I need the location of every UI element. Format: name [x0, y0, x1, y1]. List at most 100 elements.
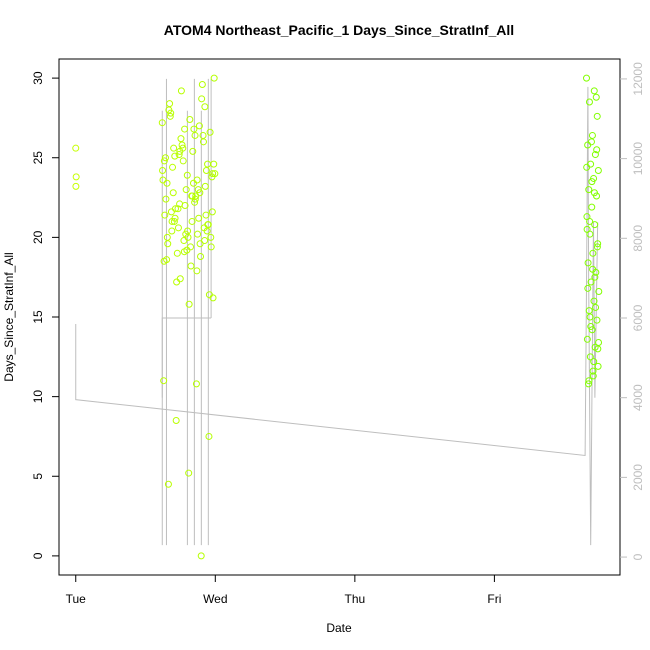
data-point	[595, 288, 603, 296]
data-point	[585, 186, 593, 194]
data-point	[192, 380, 200, 388]
line-block	[161, 317, 212, 398]
data-point	[210, 160, 218, 168]
data-point	[583, 74, 591, 82]
data-point	[588, 326, 596, 334]
data-point	[197, 252, 205, 260]
data-point	[594, 166, 602, 174]
data-point	[195, 214, 203, 222]
data-point	[171, 152, 179, 160]
data-point	[209, 170, 217, 178]
data-point	[181, 202, 189, 210]
data-point	[591, 151, 599, 159]
data-point	[160, 157, 168, 165]
data-point	[202, 211, 210, 219]
x-tick-label-1: Wed	[203, 592, 227, 606]
data-point	[167, 208, 175, 216]
y-left-tick-label-1: 5	[31, 473, 45, 480]
data-point	[587, 138, 595, 146]
data-point	[186, 116, 194, 124]
data-point	[161, 154, 169, 162]
data-point	[590, 189, 598, 197]
data-point	[183, 171, 191, 179]
data-point	[201, 182, 209, 190]
data-point	[180, 237, 188, 245]
y-left-tick-label-4: 20	[31, 230, 45, 244]
data-point	[588, 203, 596, 211]
data-point	[589, 265, 597, 273]
data-point	[168, 227, 176, 235]
data-point	[585, 380, 593, 388]
data-point	[185, 300, 193, 308]
data-point	[166, 112, 174, 120]
data-point	[595, 338, 603, 346]
data-point	[161, 211, 169, 219]
data-point	[199, 131, 207, 139]
data-point	[207, 233, 215, 241]
data-point	[201, 237, 209, 245]
data-point	[193, 267, 201, 275]
y-right-tick-label-5: 10000	[631, 142, 645, 176]
data-point	[166, 100, 174, 108]
data-point	[588, 178, 596, 186]
data-point	[174, 205, 182, 213]
data-point	[177, 87, 185, 95]
x-tick-label-2: Thu	[345, 592, 366, 606]
data-point	[177, 135, 185, 143]
data-point	[201, 103, 209, 111]
data-point	[198, 80, 206, 88]
y-left-tick-label-2: 10	[31, 390, 45, 404]
data-point	[195, 122, 203, 130]
data-point	[204, 221, 212, 229]
data-point	[594, 240, 602, 248]
y-right-tick-label-2: 4000	[631, 384, 645, 411]
line-path	[75, 86, 599, 546]
data-point	[594, 345, 602, 353]
data-point	[158, 119, 166, 127]
data-point	[167, 109, 175, 117]
data-point	[159, 166, 167, 174]
data-point	[591, 273, 599, 281]
data-point	[589, 367, 597, 375]
data-point	[591, 221, 599, 229]
y-right-tick-label-6: 12000	[631, 62, 645, 96]
data-point	[590, 87, 598, 95]
y-left-tick-label-5: 25	[31, 151, 45, 165]
data-point	[173, 278, 181, 286]
data-point	[162, 195, 170, 203]
data-point	[593, 316, 601, 324]
data-point	[193, 176, 201, 184]
data-point	[593, 146, 601, 154]
data-point	[589, 249, 597, 257]
data-point	[198, 95, 206, 103]
data-point	[188, 217, 196, 225]
data-point	[196, 240, 204, 248]
data-point	[184, 227, 192, 235]
data-point	[175, 151, 183, 159]
data-point	[585, 377, 593, 385]
data-point	[202, 166, 210, 174]
data-point	[593, 112, 601, 120]
data-point	[189, 147, 197, 155]
data-point	[208, 173, 216, 181]
data-point	[209, 294, 217, 302]
data-point	[584, 284, 592, 292]
data-point	[169, 163, 177, 171]
data-point	[187, 243, 195, 251]
data-point	[176, 275, 184, 283]
chart-title: ATOM4 Northeast_Pacific_1 Days_Since_Str…	[164, 22, 514, 38]
data-point	[169, 189, 177, 197]
x-axis-label: Date	[326, 621, 352, 635]
data-point	[168, 217, 176, 225]
data-point	[188, 192, 196, 200]
data-point	[584, 259, 592, 267]
data-point	[170, 217, 178, 225]
data-point	[208, 208, 216, 216]
data-point	[593, 243, 601, 251]
x-tick-label-0: Tue	[66, 592, 87, 606]
plot-frame	[58, 58, 621, 576]
y-right-tick-label-3: 6000	[631, 304, 645, 331]
data-point	[173, 249, 181, 257]
data-point	[163, 179, 171, 187]
y-axis-left: 0 5 10 15 20 25 30	[31, 71, 59, 559]
